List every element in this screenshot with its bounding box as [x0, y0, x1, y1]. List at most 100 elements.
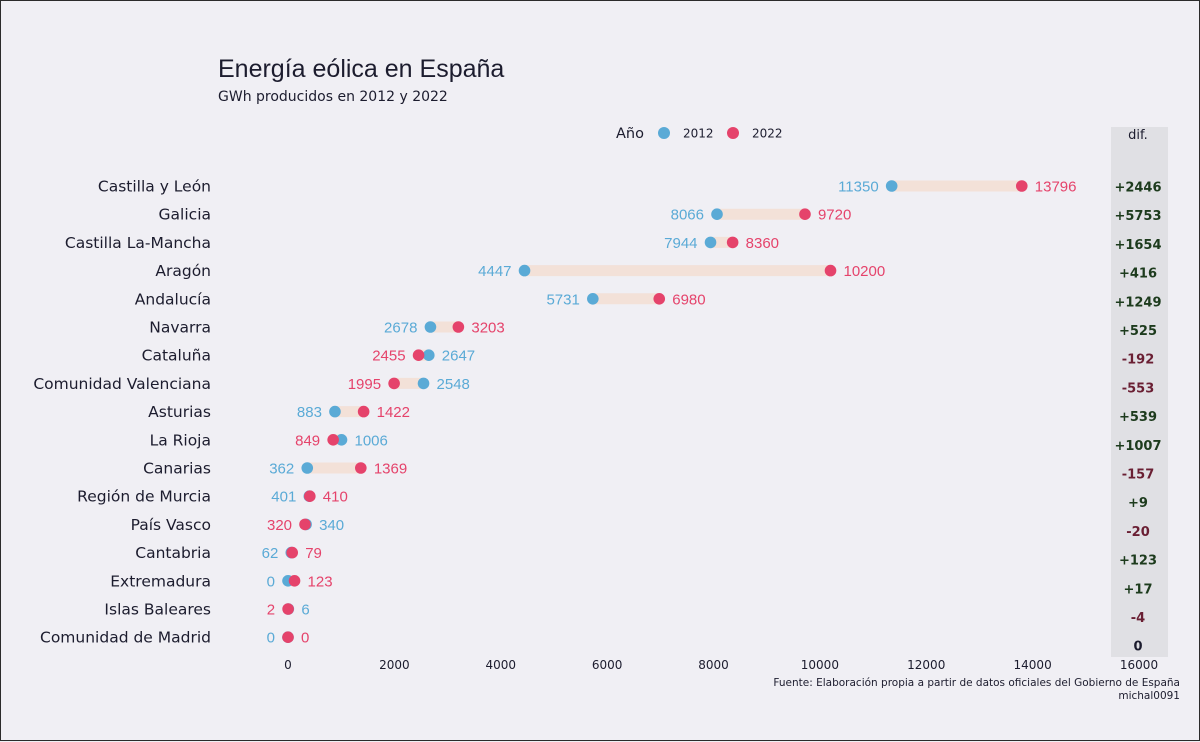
diff-value: +2446	[1114, 181, 1161, 196]
value-label-2012: 5731	[546, 291, 579, 308]
point-2012	[417, 377, 430, 390]
chart-title: Energía eólica en España	[218, 55, 505, 83]
diff-value: +416	[1119, 267, 1157, 282]
point-2022	[1015, 180, 1028, 192]
value-label-2022: 10200	[844, 263, 886, 280]
value-label-2012: 11350	[838, 179, 879, 196]
point-2022	[726, 236, 739, 249]
legend-marker-2022	[727, 127, 739, 139]
region-label: Canarias	[143, 460, 211, 478]
point-2022	[824, 264, 837, 277]
value-label-2012: 2678	[384, 320, 417, 337]
region-label: Galicia	[159, 206, 211, 224]
value-label-2022: 2	[267, 602, 275, 619]
value-label-2012: 6	[301, 602, 309, 619]
value-label-2012: 1006	[355, 432, 388, 449]
x-tick-label: 12000	[907, 658, 945, 672]
point-2022	[653, 293, 666, 305]
region-label: Cataluña	[142, 347, 211, 365]
diff-value: +1654	[1114, 238, 1161, 253]
value-label-2022: 3203	[471, 320, 504, 337]
diff-value: +17	[1124, 582, 1153, 597]
point-2022	[388, 377, 400, 390]
chart-subtitle: GWh producidos en 2012 y 2022	[218, 89, 448, 105]
point-2022	[282, 603, 294, 615]
diff-value: +1007	[1114, 439, 1161, 454]
chart-caption: Fuente: Elaboración propia a partir de d…	[773, 677, 1180, 703]
value-label-2012: 2548	[437, 376, 470, 393]
region-label: Región de Murcia	[77, 488, 211, 506]
point-2012	[587, 293, 599, 305]
value-label-2012: 401	[271, 489, 296, 506]
value-label-2022: 2455	[372, 348, 405, 365]
point-2012	[518, 264, 531, 277]
point-2022	[304, 490, 316, 503]
value-label-2012: 883	[297, 404, 322, 421]
diff-value: -553	[1122, 381, 1155, 396]
value-label-2022: 8360	[746, 235, 779, 252]
legend-marker-2012	[658, 127, 670, 139]
x-tick-label: 8000	[698, 658, 729, 672]
region-label: Cantabria	[135, 544, 211, 562]
point-2012	[711, 208, 723, 220]
diff-value: -4	[1131, 611, 1145, 626]
value-label-2022: 0	[301, 630, 309, 647]
value-label-2012: 7944	[664, 235, 697, 252]
region-label: Comunidad Valenciana	[33, 375, 211, 393]
region-label: Navarra	[149, 319, 211, 337]
value-label-2012: 340	[319, 517, 344, 534]
point-2022	[299, 518, 311, 531]
value-label-2012: 0	[267, 630, 275, 647]
x-tick-label: 0	[284, 658, 292, 672]
value-label-2012: 8066	[671, 207, 704, 224]
value-label-2022: 123	[308, 573, 333, 590]
x-tick-label: 10000	[801, 658, 839, 672]
value-label-2022: 6980	[672, 291, 705, 308]
point-2022	[282, 631, 294, 643]
diff-value: +123	[1119, 554, 1157, 569]
x-tick-label: 16000	[1120, 658, 1158, 672]
value-label-2012: 0	[267, 573, 275, 590]
value-label-2022: 410	[323, 489, 348, 506]
x-tick-label: 4000	[485, 658, 516, 672]
region-label: La Rioja	[150, 431, 211, 449]
diff-value: +539	[1119, 410, 1157, 425]
region-label: País Vasco	[131, 516, 211, 534]
x-tick-label: 14000	[1014, 658, 1052, 672]
diff-value: +5753	[1114, 209, 1161, 224]
value-label-2022: 1995	[348, 376, 381, 393]
region-label: Aragón	[155, 262, 211, 280]
point-2022	[327, 434, 339, 446]
point-2012	[885, 180, 898, 192]
value-label-2022: 849	[295, 432, 320, 449]
point-2022	[799, 208, 811, 220]
region-label: Comunidad de Madrid	[40, 629, 211, 647]
diff-column-background	[1111, 127, 1168, 657]
value-label-2022: 13796	[1035, 179, 1077, 196]
point-2012	[424, 321, 437, 333]
point-2022	[286, 546, 299, 559]
region-label: Castilla La-Mancha	[65, 234, 211, 252]
point-2022	[452, 321, 465, 333]
diff-value: -20	[1126, 525, 1150, 540]
legend-label-2012: 2012	[683, 127, 714, 141]
region-label: Andalucía	[135, 290, 211, 308]
point-2012	[301, 462, 314, 474]
x-tick-label: 6000	[592, 658, 623, 672]
diff-value: -192	[1122, 353, 1155, 368]
value-label-2022: 9720	[818, 207, 851, 224]
diff-value: 0	[1133, 640, 1142, 655]
region-label: Extremadura	[110, 572, 211, 590]
point-2012	[329, 405, 341, 418]
point-2022	[355, 462, 367, 474]
value-label-2012: 362	[269, 461, 294, 478]
diff-value: +525	[1119, 324, 1157, 339]
diff-value: +9	[1128, 496, 1148, 511]
caption-source: Fuente: Elaboración propia a partir de d…	[773, 677, 1180, 689]
region-label: Castilla y León	[98, 178, 211, 196]
region-label: Asturias	[148, 403, 211, 421]
diff-value: +1249	[1114, 295, 1161, 310]
diff-value: -157	[1122, 468, 1155, 483]
